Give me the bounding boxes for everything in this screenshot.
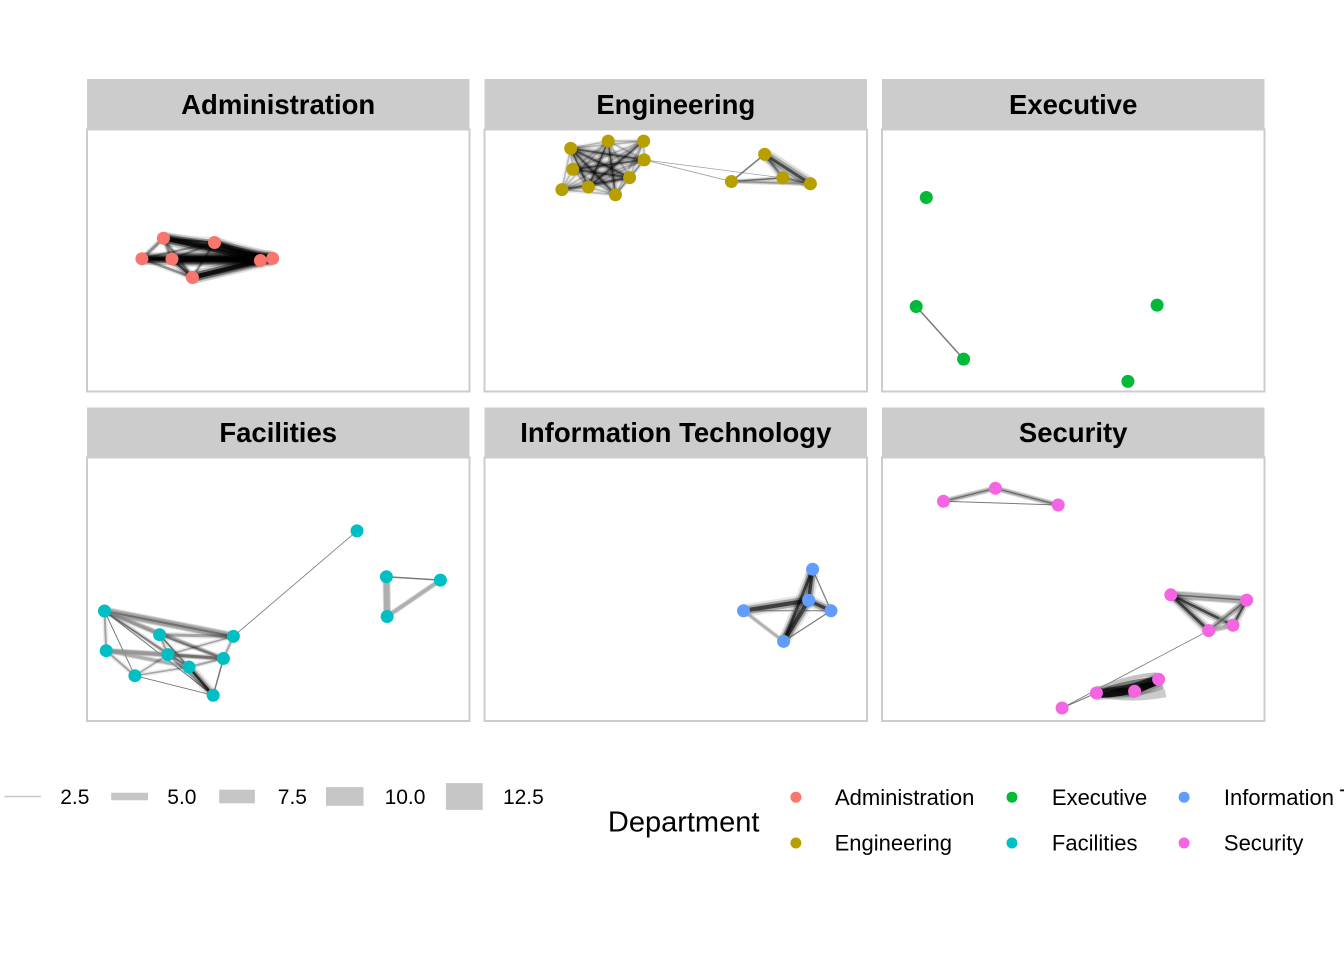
svg-text:Facilities: Facilities xyxy=(1052,831,1138,856)
svg-text:Engineering: Engineering xyxy=(835,831,952,856)
svg-text:Information Technology: Information Technology xyxy=(520,417,832,448)
svg-text:Administration: Administration xyxy=(181,89,375,120)
svg-text:Executive: Executive xyxy=(1009,89,1137,120)
svg-text:Executive: Executive xyxy=(1052,785,1147,810)
svg-text:Department: Department xyxy=(608,807,760,839)
svg-text:5.0: 5.0 xyxy=(167,786,196,809)
svg-text:Security: Security xyxy=(1224,831,1303,856)
svg-text:Facilities: Facilities xyxy=(219,417,337,448)
svg-text:10.0: 10.0 xyxy=(385,786,426,809)
svg-text:Engineering: Engineering xyxy=(596,89,755,120)
svg-text:12.5: 12.5 xyxy=(503,786,544,809)
svg-text:7.5: 7.5 xyxy=(278,786,307,809)
svg-text:Information Technology: Information Technology xyxy=(1224,785,1344,810)
svg-text:Administration: Administration xyxy=(835,785,974,810)
svg-text:2.5: 2.5 xyxy=(60,786,89,809)
svg-text:Security: Security xyxy=(1019,417,1128,448)
